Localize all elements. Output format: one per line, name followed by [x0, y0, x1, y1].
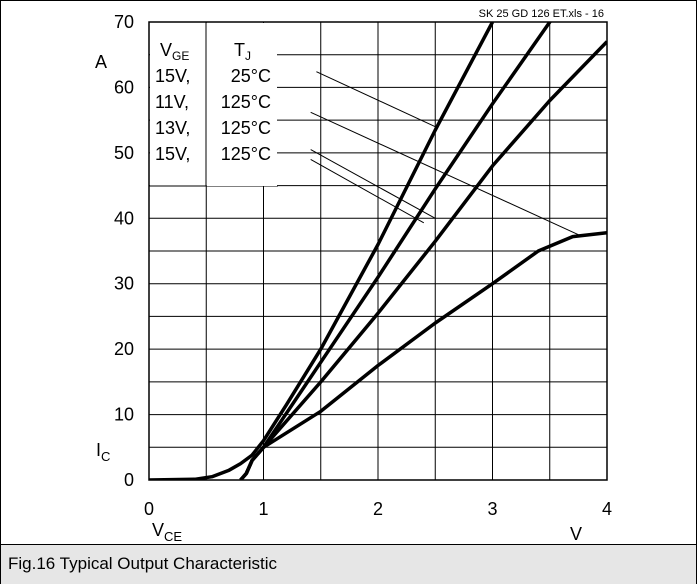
x-tick-label: 0 — [144, 499, 154, 519]
x-tick-label: 4 — [602, 499, 612, 519]
y-tick-label: 70 — [114, 12, 134, 32]
y-axis-label: IC — [96, 440, 110, 464]
series-line-4 — [239, 40, 607, 480]
series-line-2 — [239, 230, 607, 480]
legend-entry-tj: 125°C — [221, 144, 271, 164]
leader-line — [316, 71, 436, 128]
series-lines — [149, 22, 607, 480]
x-tick-label: 3 — [487, 499, 497, 519]
legend-entry-vge: 11V, — [155, 92, 189, 112]
x-tick-label: 1 — [258, 499, 268, 519]
legend-entry-vge: 15V, — [155, 144, 190, 164]
caption-bar: Fig.16 Typical Output Characteristic — [1, 544, 696, 584]
plot-border — [148, 21, 608, 481]
legend-header-vge-sub: GE — [172, 49, 189, 63]
file-label: SK 25 GD 126 ET.xls - 16 — [479, 8, 604, 20]
x-tick-label: 2 — [373, 499, 383, 519]
legend-entry-tj: 125°C — [221, 92, 271, 112]
x-axis-label-sub: CE — [164, 529, 182, 544]
y-tick-label: 20 — [114, 339, 134, 359]
y-axis-unit: A — [95, 52, 107, 72]
y-tick-label: 0 — [124, 470, 134, 490]
y-tick-label: 30 — [114, 274, 134, 294]
x-axis-label: VCE — [152, 520, 182, 544]
leader-line — [310, 158, 425, 224]
y-tick-label: 10 — [114, 405, 134, 425]
y-tick-label: 60 — [114, 77, 134, 97]
y-axis-label-sub: C — [101, 449, 110, 464]
legend-entry-tj: 125°C — [221, 118, 271, 138]
leader-line — [310, 149, 436, 219]
tick-labels: 0 10 20 30 40 50 60 70 0 1 2 3 4 — [114, 12, 612, 519]
y-tick-label: 40 — [114, 208, 134, 228]
legend-entry-vge: 13V, — [155, 118, 190, 138]
y-tick-label: 50 — [114, 143, 134, 163]
legend-entry-tj: 25°C — [231, 66, 271, 86]
series-line-3 — [239, 22, 552, 480]
legend-entry-vge: 15V, — [155, 66, 190, 86]
axis-titles: A IC VCE V SK 25 GD 126 ET.xls - 16 — [95, 8, 604, 544]
series-line-1 — [149, 22, 495, 480]
figure-caption: Fig.16 Typical Output Characteristic — [8, 554, 277, 573]
legend-header-tj-sub: J — [245, 49, 251, 63]
legend-background-right — [207, 23, 277, 186]
x-axis-unit: V — [570, 524, 582, 544]
